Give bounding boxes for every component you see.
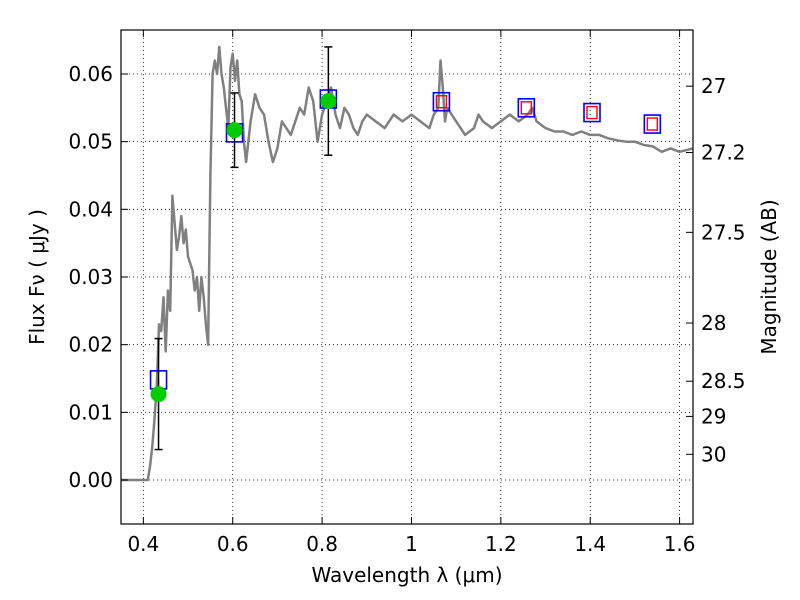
upper-limit-square (586, 105, 598, 120)
x-tick-label: 1.2 (485, 532, 517, 556)
observed-flux-point (320, 93, 337, 110)
y-tick-label: 0.00 (68, 468, 113, 492)
y2-tick-label: 29 (701, 404, 726, 428)
y2-tick-label: 27.5 (701, 220, 746, 244)
y2-tick-label: 27.2 (701, 140, 746, 164)
y-tick-label: 0.01 (68, 400, 113, 424)
x-tick-label: 1.4 (574, 532, 606, 556)
y-tick-label: 0.04 (68, 197, 113, 221)
observed-flux-point (226, 122, 243, 139)
y-tick-label: 0.02 (68, 333, 113, 357)
y2-tick-label: 28.5 (701, 369, 746, 393)
upper-limit-square (435, 95, 448, 109)
y2-tick-label: 28 (701, 311, 726, 335)
x-tick-label: 0.8 (306, 532, 338, 556)
model-photometry-square (583, 102, 601, 123)
y2-tick-label: 30 (701, 442, 726, 466)
model-photometry-square (643, 114, 662, 134)
y2-tick-label: 27 (701, 74, 726, 98)
x-axis-title: Wavelength λ (μm) (311, 563, 502, 587)
model-photometry-square (432, 91, 451, 112)
y2-axis-title: Magnitude (AB) (757, 199, 781, 354)
model-photometry-square (517, 98, 536, 118)
x-tick-label: 0.4 (127, 532, 159, 556)
x-tick-label: 1 (405, 532, 418, 556)
grid-lines (121, 30, 693, 524)
axis-ticks: 0.4 0.6 0.8 1 1.2 1.4 1.6 0.00 0.01 0.02 0.03 0.04 0… (68, 30, 746, 556)
plot-data (121, 45, 694, 482)
x-tick-label: 1.6 (664, 532, 696, 556)
observed-flux-point (150, 386, 167, 403)
sed-model-line (121, 45, 694, 482)
x-tick-label: 0.6 (217, 532, 249, 556)
y-tick-label: 0.06 (68, 62, 113, 86)
upper-limit-square (520, 101, 533, 115)
y-tick-label: 0.03 (68, 265, 113, 289)
upper-limit-square (646, 117, 659, 131)
y-axis-title: Flux Fν ( μJy ) (25, 209, 49, 345)
y-tick-label: 0.05 (68, 130, 113, 154)
